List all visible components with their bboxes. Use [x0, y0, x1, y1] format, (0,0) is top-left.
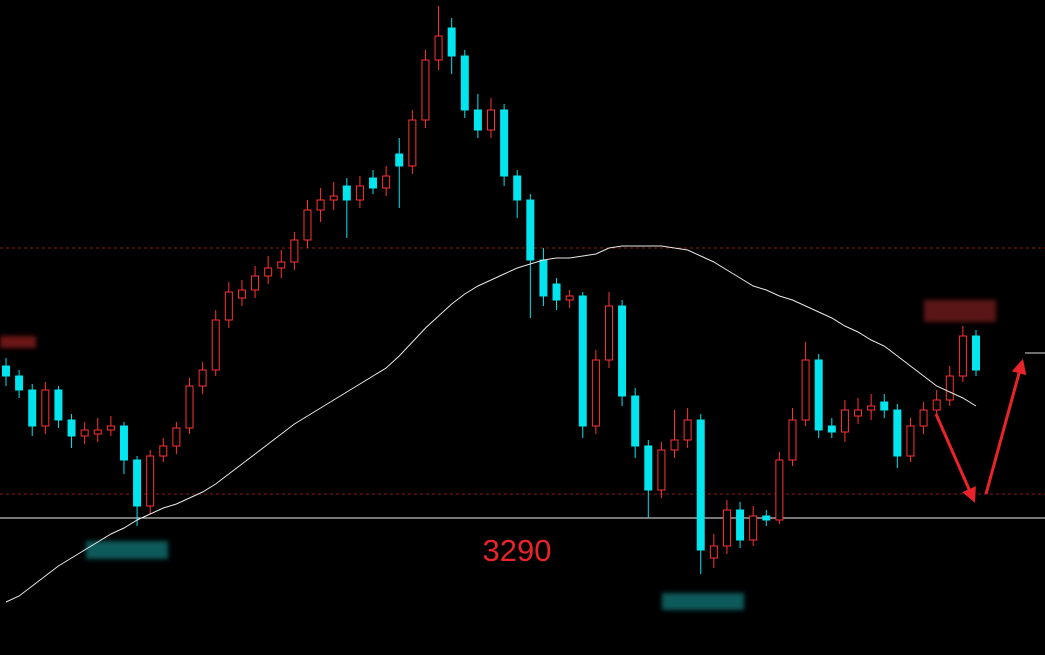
candle-body — [237, 289, 246, 299]
candle-body — [539, 259, 548, 297]
blurred-label — [86, 541, 168, 559]
candle-body — [80, 429, 89, 437]
candle-body — [736, 509, 745, 541]
candle-body — [277, 261, 286, 269]
blurred-label — [924, 300, 996, 322]
candle-body — [473, 109, 482, 131]
candle-body — [696, 419, 705, 551]
candle-body — [722, 509, 731, 547]
candle-body — [775, 459, 784, 521]
candle-body — [526, 199, 535, 261]
candle-body — [316, 199, 325, 211]
candle-body — [54, 389, 63, 421]
candle-body — [565, 295, 574, 301]
candle-body — [185, 385, 194, 429]
candle-body — [762, 515, 771, 521]
candle-body — [945, 375, 954, 401]
candle-body — [2, 365, 10, 377]
candle-body — [500, 109, 509, 177]
candle-body — [172, 427, 181, 447]
candle-body — [880, 401, 889, 411]
candle-body — [119, 425, 128, 461]
candle-body — [854, 409, 863, 417]
candle-body — [487, 109, 495, 131]
candle-body — [958, 335, 967, 377]
candle-body — [618, 305, 627, 397]
candle-body — [644, 445, 653, 491]
candle-body — [932, 399, 941, 411]
candle-body — [867, 405, 876, 411]
candle-body — [146, 455, 155, 507]
candle-body — [93, 429, 102, 435]
candle-body — [749, 515, 758, 541]
candle-body — [840, 409, 849, 433]
candle-body — [211, 319, 220, 371]
candle-body — [198, 369, 207, 387]
candle-body — [382, 175, 391, 189]
candle-body — [552, 283, 561, 301]
candle-body — [578, 295, 587, 427]
plot — [0, 6, 1045, 603]
candle-body — [683, 419, 692, 441]
candle-body — [513, 175, 522, 201]
candle-body — [919, 409, 928, 427]
candle-body — [264, 267, 273, 277]
candle-body — [159, 445, 168, 457]
candle-body — [395, 153, 404, 167]
candle-body — [421, 59, 430, 121]
candle-body — [67, 419, 76, 437]
candle-body — [434, 35, 443, 61]
candle-body — [657, 449, 666, 491]
candle-body — [906, 425, 915, 457]
candle-body — [814, 359, 823, 431]
candle-body — [251, 275, 260, 291]
candle-body — [224, 291, 233, 321]
candle-body — [28, 389, 37, 427]
moving-average — [5, 245, 977, 603]
candle-body — [801, 359, 810, 421]
candle-body — [355, 185, 364, 201]
blurred-label — [0, 336, 36, 348]
candle-body — [604, 305, 613, 361]
candle-body — [15, 375, 24, 391]
arrow-up — [984, 358, 1027, 495]
candle-body — [303, 209, 312, 241]
candle-body — [342, 185, 351, 201]
candle-body — [631, 395, 640, 447]
candle-body — [329, 195, 338, 201]
blurred-label — [662, 593, 744, 610]
candle-body — [788, 419, 797, 461]
candle-body — [893, 409, 902, 457]
candle-body — [133, 459, 142, 507]
candle-body — [41, 389, 50, 427]
candle-body — [460, 55, 469, 111]
candle-body — [447, 27, 456, 57]
candle-body — [106, 425, 115, 431]
candle-body — [290, 239, 299, 263]
candle-body — [709, 545, 718, 559]
candle-body — [591, 359, 600, 427]
candle-body — [670, 439, 679, 451]
candle-body — [827, 425, 836, 433]
candle-body — [369, 177, 378, 189]
arrow-down — [934, 413, 976, 503]
level-label: 3290 — [483, 533, 552, 568]
candle-body — [408, 119, 417, 167]
candle-body — [972, 335, 980, 371]
